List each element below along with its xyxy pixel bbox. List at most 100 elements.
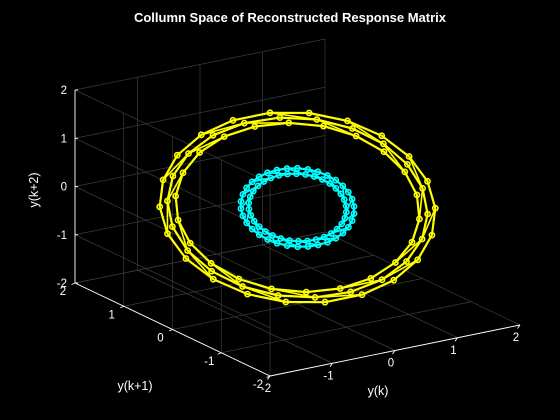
axes [71,89,521,380]
z-tick-label: 1 [61,133,67,145]
data-point [350,202,358,210]
z-tick-label: -1 [57,230,67,242]
data-point [209,131,217,139]
x-tick-label: 1 [450,345,456,357]
grid-line [74,86,326,139]
data-point [239,212,247,220]
series-connector [341,212,355,225]
data-point [378,132,386,140]
series-connector [345,198,353,213]
series-connector [307,168,323,181]
series-connector [418,188,424,220]
data-point [293,164,301,172]
series-connector [186,250,214,280]
series-line [158,111,437,304]
data-point [169,172,177,180]
data-point [318,176,326,183]
data-point [408,238,416,246]
x-tick-mark [392,350,396,355]
data-point [172,192,179,200]
series-connector [210,262,244,288]
grid-line [74,186,271,280]
series-connector [286,167,306,176]
series-connector [381,259,419,281]
series-connector [326,175,337,189]
series-connector [394,238,423,264]
series-connector [201,122,245,136]
data-point [159,176,167,184]
series-1 [237,164,358,251]
data-point [428,231,436,239]
grid-line [74,137,271,232]
data-point [403,160,411,168]
data-point [380,148,388,156]
series-connector [421,207,437,240]
data-point [208,267,215,275]
data-point [339,229,347,237]
data-point [347,288,355,296]
data-point [255,231,263,239]
data-point [220,133,228,140]
series-connector [316,237,336,241]
series-connector [264,230,278,244]
x-tick-mark [517,324,521,329]
data-point [261,228,269,235]
series-connector [177,219,189,251]
series-connector [330,226,349,235]
grid-line [74,38,326,91]
data-point [424,210,431,218]
series-connector [162,152,190,181]
series-line [174,121,421,294]
data-point [321,298,329,306]
data-point [344,223,352,231]
chart-title: Collumn Space of Reconstructed Response … [134,10,447,25]
plot-area [156,109,439,306]
series-connector [166,172,184,202]
data-point [323,172,331,179]
series-connector [382,143,406,173]
data-point [344,117,351,125]
series-connector [280,237,298,248]
data-point [348,217,356,224]
x-tick-label: -2 [261,383,271,395]
x-tick-label: -1 [323,370,333,382]
data-point [264,236,272,243]
y-tick-mark [217,352,222,355]
series-connector [341,185,346,200]
series-connector [315,293,363,299]
y-tick-label: 1 [109,309,115,321]
y-tick-mark [168,329,173,332]
series-connector [271,288,316,299]
data-point [255,173,263,181]
data-point [248,225,256,233]
data-point [367,274,375,282]
data-point [344,188,352,196]
y-tick-mark [71,282,76,285]
data-point [350,210,358,217]
series-connector [316,118,357,137]
series-connector [188,135,225,155]
data-point [304,165,312,173]
data-point [401,168,409,176]
data-point [237,197,245,205]
data-point [424,177,431,185]
data-point [418,235,426,243]
series-connector [240,196,251,210]
data-point [327,230,335,237]
data-point [282,298,290,306]
series-connector [245,209,250,223]
data-point [320,122,327,130]
y-tick-mark [266,375,271,378]
y-tick-label: -2 [253,379,263,391]
data-point [184,247,191,254]
y-tick-label: 0 [157,333,163,345]
x-tick-mark [454,337,458,342]
y-tick-mark [120,305,124,309]
data-point [168,223,176,230]
data-point [186,239,194,247]
data-point [390,276,398,284]
data-point [229,116,237,124]
data-point [239,283,246,290]
data-point [348,125,356,132]
